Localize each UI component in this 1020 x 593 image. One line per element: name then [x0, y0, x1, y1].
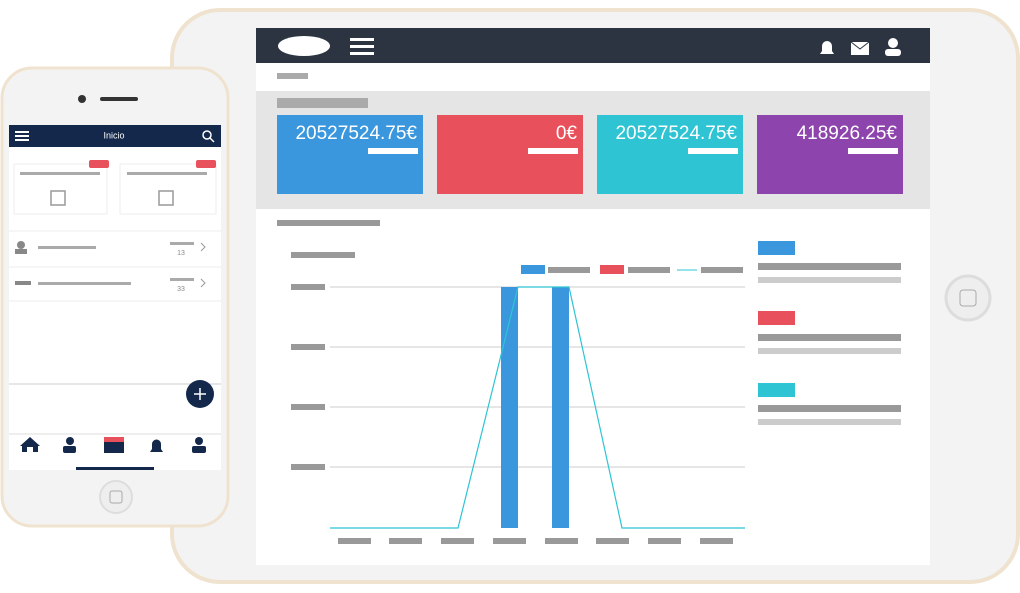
- x-axis-placeholders: [338, 538, 733, 544]
- tablet-home-button[interactable]: [944, 274, 992, 322]
- stat-label: [368, 148, 418, 154]
- stat-label: [528, 148, 578, 154]
- camera: [78, 95, 86, 103]
- stat-label: [848, 148, 898, 154]
- chart-title: [277, 220, 380, 226]
- tile[interactable]: [13, 163, 108, 215]
- row-count: 33: [177, 286, 185, 293]
- stat-value: 418926.25€: [797, 123, 898, 144]
- search-icon[interactable]: [202, 130, 212, 140]
- stat-card[interactable]: [597, 115, 743, 194]
- breadcrumb: [277, 73, 308, 79]
- speaker: [100, 97, 138, 101]
- phone-home-button[interactable]: [99, 480, 133, 514]
- legend: [521, 265, 743, 274]
- home-icon: [959, 289, 977, 307]
- bar: [501, 287, 518, 528]
- nav-indicator: [76, 467, 154, 470]
- phone-menu[interactable]: [15, 131, 29, 141]
- phone-header: [9, 125, 221, 147]
- section-title: [277, 98, 368, 108]
- logo: [278, 36, 330, 56]
- bell-icon[interactable]: [820, 41, 834, 54]
- bar: [552, 287, 569, 528]
- stat-value: 20527524.75€: [615, 123, 737, 144]
- tile[interactable]: [119, 163, 217, 215]
- phone-title: Inicio: [103, 130, 124, 140]
- stat-card[interactable]: [437, 115, 583, 194]
- line: [330, 286, 745, 529]
- stat-label: [688, 148, 738, 154]
- menu-icon[interactable]: [350, 38, 374, 55]
- stat-card[interactable]: [757, 115, 903, 194]
- y-axis-placeholders: [291, 284, 325, 470]
- chart-subtitle: [291, 252, 355, 258]
- side-legend: [758, 241, 901, 425]
- bottom-nav[interactable]: [20, 437, 206, 453]
- grid: [330, 286, 745, 468]
- stat-value: 20527524.75€: [295, 123, 417, 144]
- stat-card[interactable]: [277, 115, 423, 194]
- stat-value: 0€: [556, 123, 578, 144]
- user-icon[interactable]: [885, 38, 901, 56]
- row-count: 13: [177, 250, 185, 257]
